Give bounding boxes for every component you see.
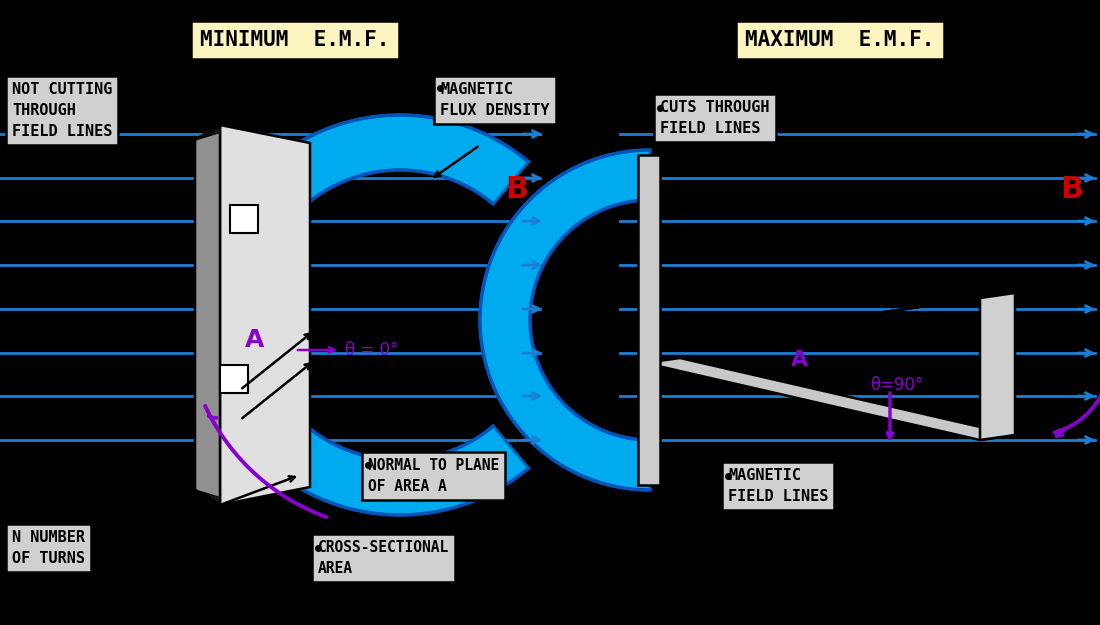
Polygon shape [195,125,220,505]
Text: A: A [245,328,265,352]
Text: MAGNETIC
FIELD LINES: MAGNETIC FIELD LINES [728,468,828,504]
Text: CUTS THROUGH
FIELD LINES: CUTS THROUGH FIELD LINES [660,100,770,136]
Text: MINIMUM  E.M.F.: MINIMUM E.M.F. [200,30,389,50]
Text: θ=90°: θ=90° [870,376,923,394]
Text: NORMAL TO PLANE
OF AREA A: NORMAL TO PLANE OF AREA A [368,458,499,494]
Text: B: B [505,176,528,204]
Text: MAGNETIC
FLUX DENSITY: MAGNETIC FLUX DENSITY [440,82,550,118]
Polygon shape [645,293,1015,347]
Text: N NUMBER
OF TURNS: N NUMBER OF TURNS [12,530,85,566]
Polygon shape [480,150,650,490]
FancyBboxPatch shape [230,205,258,233]
Polygon shape [220,125,310,505]
Text: CROSS-SECTIONAL
AREA: CROSS-SECTIONAL AREA [318,540,449,576]
Text: NOT CUTTING
THROUGH
FIELD LINES: NOT CUTTING THROUGH FIELD LINES [12,82,112,139]
Text: MAXIMUM  E.M.F.: MAXIMUM E.M.F. [746,30,935,50]
Text: B: B [1060,176,1083,204]
FancyBboxPatch shape [220,365,249,393]
Polygon shape [645,358,1015,440]
Polygon shape [980,293,1015,440]
Text: A: A [791,350,808,370]
Polygon shape [200,115,529,515]
FancyBboxPatch shape [638,155,660,485]
Text: θ = 0°: θ = 0° [345,341,398,359]
